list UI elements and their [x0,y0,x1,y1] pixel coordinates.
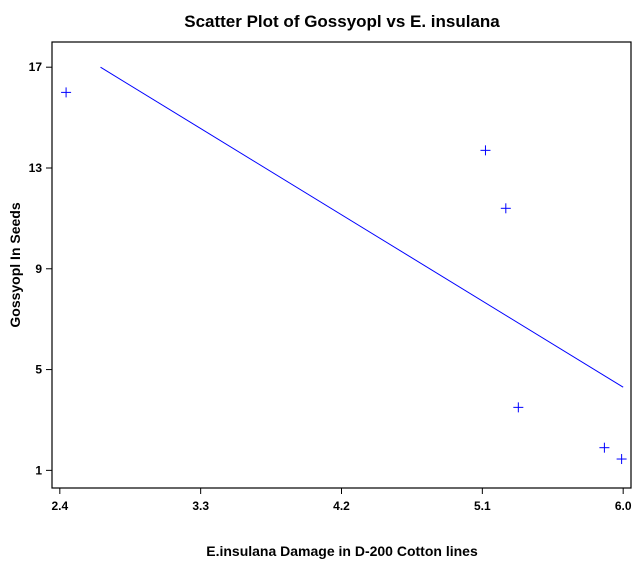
y-axis-label: Gossyopl In Seeds [7,202,23,327]
fit-line-group [100,66,624,388]
x-axis: 2.4 3.3 4.2 5.1 6.0 [51,488,632,513]
data-point [500,203,511,214]
data-point [599,442,610,453]
data-point [480,145,491,156]
x-tick-label: 3.3 [192,499,209,513]
x-tick-label: 2.4 [51,499,68,513]
x-axis-label: E.insulana Damage in D-200 Cotton lines [206,543,478,559]
y-tick-label: 1 [35,463,42,477]
chart-title: Scatter Plot of Gossyopl vs E. insulana [184,12,500,31]
data-points [61,87,627,465]
y-tick-label: 17 [29,60,43,74]
x-tick-label: 5.1 [474,499,491,513]
plot-frame [51,41,632,489]
x-tick-label: 6.0 [615,499,632,513]
x-tick-label: 4.2 [333,499,350,513]
y-tick-label: 9 [35,262,42,276]
data-point [61,87,72,98]
y-tick-label: 5 [35,363,42,377]
data-point [513,402,524,413]
y-tick-label: 13 [29,161,43,175]
y-axis: 1 5 9 13 17 [29,60,52,477]
fit-line [100,66,624,388]
data-point [616,454,627,465]
